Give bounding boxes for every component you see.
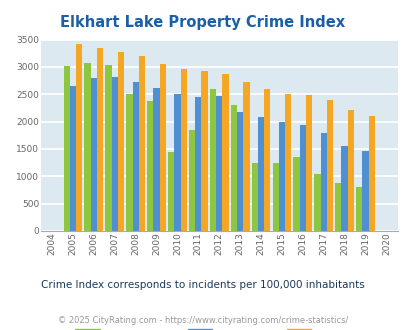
Bar xyxy=(251,163,257,231)
Bar xyxy=(84,63,91,231)
Text: © 2025 CityRating.com - https://www.cityrating.com/crime-statistics/: © 2025 CityRating.com - https://www.city… xyxy=(58,316,347,325)
Bar xyxy=(126,94,132,231)
Bar xyxy=(215,96,222,231)
Bar xyxy=(222,74,228,231)
Bar xyxy=(188,130,195,231)
Bar xyxy=(368,115,374,231)
Bar xyxy=(347,110,353,231)
Legend: Elkhart Lake, Wisconsin, National: Elkhart Lake, Wisconsin, National xyxy=(70,325,367,330)
Bar xyxy=(362,151,368,231)
Bar xyxy=(180,69,186,231)
Bar xyxy=(174,94,180,231)
Bar xyxy=(355,187,362,231)
Bar xyxy=(257,117,264,231)
Bar xyxy=(70,85,76,231)
Bar xyxy=(209,89,215,231)
Bar xyxy=(201,71,207,231)
Bar xyxy=(230,105,237,231)
Bar xyxy=(320,133,326,231)
Bar xyxy=(264,89,270,231)
Bar xyxy=(132,82,139,231)
Bar xyxy=(293,157,299,231)
Bar xyxy=(305,95,311,231)
Bar xyxy=(313,174,320,231)
Bar xyxy=(272,163,278,231)
Bar xyxy=(159,64,166,231)
Bar xyxy=(97,49,103,231)
Bar xyxy=(91,79,97,231)
Bar xyxy=(153,88,159,231)
Bar xyxy=(147,101,153,231)
Bar xyxy=(76,44,82,231)
Bar xyxy=(64,66,70,231)
Bar xyxy=(237,112,243,231)
Text: Crime Index corresponds to incidents per 100,000 inhabitants: Crime Index corresponds to incidents per… xyxy=(41,280,364,290)
Bar xyxy=(105,65,111,231)
Text: Elkhart Lake Property Crime Index: Elkhart Lake Property Crime Index xyxy=(60,15,345,30)
Bar xyxy=(284,94,291,231)
Bar xyxy=(299,125,305,231)
Bar xyxy=(117,52,124,231)
Bar xyxy=(111,77,117,231)
Bar xyxy=(326,100,332,231)
Bar xyxy=(335,183,341,231)
Bar xyxy=(278,122,284,231)
Bar xyxy=(243,82,249,231)
Bar xyxy=(341,146,347,231)
Bar xyxy=(168,152,174,231)
Bar xyxy=(139,56,145,231)
Bar xyxy=(195,97,201,231)
